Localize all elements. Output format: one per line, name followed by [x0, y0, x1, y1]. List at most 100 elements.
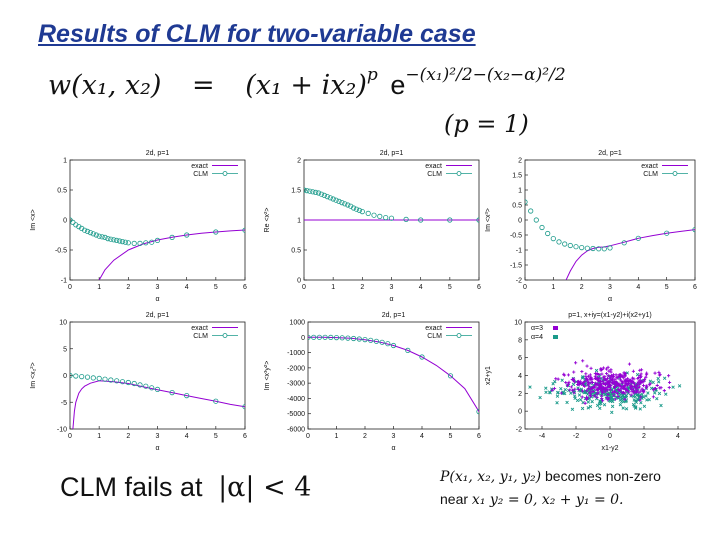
scatter-point [653, 386, 658, 391]
scatter-point [651, 380, 655, 385]
scatter-point [655, 396, 659, 401]
scatter-point [595, 403, 600, 408]
scatter-point [632, 384, 636, 389]
clm-point [621, 240, 627, 246]
scatter-point [617, 382, 621, 386]
formula-exponent: −(x₁)²/2−(x₂−α)²/2 [405, 65, 566, 85]
x-tick-label: -4 [539, 433, 545, 440]
y-tick-label: 6 [518, 355, 522, 362]
clm-point [108, 236, 114, 242]
scatter-point [629, 381, 633, 385]
y-axis-label: Im <x³y²> [264, 361, 271, 391]
clm-point [373, 338, 380, 344]
clm-point [333, 197, 339, 203]
scatter-point [610, 390, 615, 394]
clm-point [87, 230, 94, 236]
clm-point [388, 215, 395, 221]
scatter-point [609, 378, 613, 382]
clm-point [304, 187, 310, 194]
scatter-point [638, 407, 642, 411]
scatter-point [656, 376, 660, 381]
clm-point [371, 212, 377, 218]
scatter-point [642, 388, 646, 393]
clm-point [322, 334, 328, 340]
x-tick-label: 2 [580, 284, 584, 291]
y-tick-label: -1.5 [510, 263, 522, 270]
scatter-point [630, 376, 635, 380]
scatter-point [634, 399, 638, 403]
formula-power: p [366, 65, 378, 85]
x-axis-label: α [608, 296, 612, 303]
clm-point [419, 354, 425, 360]
clm-point [359, 208, 365, 215]
clm-point [313, 189, 319, 196]
scatter-point [588, 391, 592, 395]
scatter-point [639, 372, 643, 376]
scatter-point [566, 382, 570, 386]
y-tick-label: -6000 [287, 427, 305, 434]
clm-point [73, 373, 79, 379]
legend-marker-clm [456, 171, 462, 176]
scatter-point [589, 366, 593, 370]
scatter-point [627, 390, 631, 394]
scatter-point [573, 396, 577, 400]
clm-point [573, 244, 579, 250]
scatter-point [630, 389, 634, 393]
scatter-point [617, 373, 621, 377]
x-tick-label: 2 [360, 284, 364, 291]
scatter-point [646, 391, 650, 395]
clm-point [405, 347, 411, 354]
clm-point [327, 195, 333, 201]
scatter-point [625, 383, 630, 387]
x-tick-label: 6 [243, 284, 247, 291]
scatter-point [601, 387, 605, 391]
legend-marker-clm [222, 333, 228, 338]
scatter-point [637, 385, 642, 389]
scatter-point [635, 382, 639, 386]
x-tick-label: 6 [693, 284, 697, 291]
legend-marker-clm [456, 333, 462, 338]
clm-point [149, 239, 155, 245]
clm-point [79, 374, 85, 380]
scatter-point [628, 378, 632, 383]
scatter-point [627, 362, 632, 366]
x-tick-label: 1 [335, 433, 339, 440]
scatter-point [547, 390, 552, 394]
x-axis-label: α [155, 296, 159, 303]
scatter-point [578, 398, 583, 402]
clm-point [447, 373, 454, 379]
scatter-point [606, 388, 610, 392]
scatter-point [605, 395, 609, 400]
scatter-point [659, 386, 663, 390]
clm-point [328, 334, 334, 340]
scatter-point [551, 382, 555, 386]
scatter-point [623, 374, 627, 378]
probability-function: P(x₁, x₂, y₁, y₂) [440, 469, 542, 485]
y-tick-label: 1 [63, 158, 67, 165]
x-tick-label: 2 [363, 433, 367, 440]
scatter-point [610, 381, 614, 385]
scatter-point [597, 386, 601, 391]
clm-point [324, 193, 330, 200]
scatter-point [601, 366, 606, 370]
legend-label-clm: CLM [643, 171, 658, 178]
clm-point [315, 190, 322, 196]
scatter-point [639, 400, 643, 405]
y-axis-label: x2+y1 [485, 366, 492, 385]
scatter-point [598, 376, 602, 380]
scatter-point [653, 371, 657, 375]
scatter-point [604, 367, 609, 371]
scatter-point [600, 394, 604, 398]
scatter-point [600, 367, 604, 372]
y-tick-label: 0 [63, 373, 67, 380]
scatter-point [577, 393, 582, 397]
scatter-point [565, 384, 570, 388]
clm-point [607, 245, 613, 251]
scatter-point [644, 394, 648, 398]
scatter-point [610, 404, 615, 409]
scatter-point [581, 375, 585, 379]
scatter-point [656, 380, 661, 384]
clm-point [590, 245, 596, 252]
